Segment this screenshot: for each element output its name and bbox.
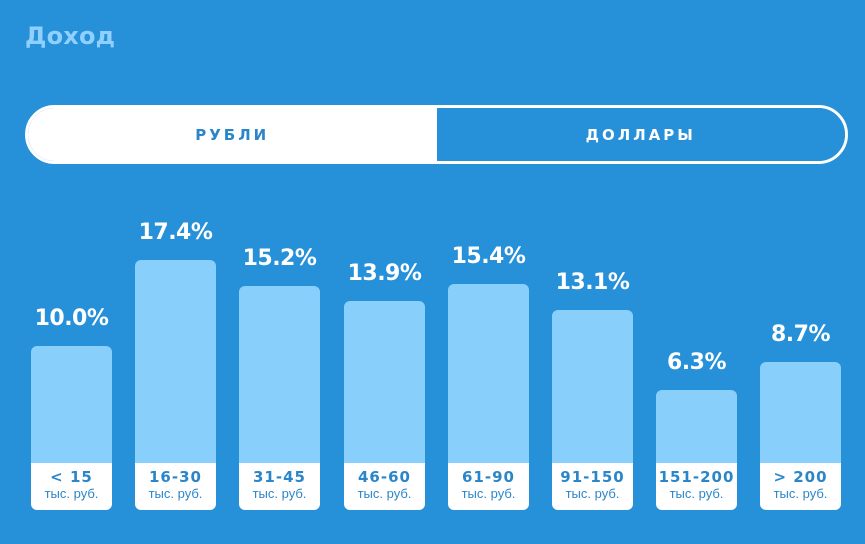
- category-label-3: 46-60 тыс. руб.: [344, 463, 425, 510]
- category-unit: тыс. руб.: [357, 486, 412, 501]
- category-label-0: < 15 тыс. руб.: [31, 463, 112, 510]
- category-unit: тыс. руб.: [565, 486, 620, 501]
- category-label-5: 91-150 тыс. руб.: [552, 463, 633, 510]
- category-unit: тыс. руб.: [669, 486, 724, 501]
- bar-2: [239, 286, 320, 463]
- category-label-6: 151-200 тыс. руб.: [656, 463, 737, 510]
- category-unit: тыс. руб.: [44, 486, 99, 501]
- value-label-5: 13.1%: [555, 270, 630, 295]
- category-label-1: 16-30 тыс. руб.: [135, 463, 216, 510]
- category-range: 46-60: [358, 468, 411, 486]
- currency-toggle: РУБЛИ ДОЛЛАРЫ: [25, 105, 848, 164]
- value-label-2: 15.2%: [242, 246, 317, 271]
- value-label-6: 6.3%: [666, 350, 727, 375]
- value-label-1: 17.4%: [138, 220, 213, 245]
- category-unit: тыс. руб.: [252, 486, 307, 501]
- category-unit: тыс. руб.: [148, 486, 203, 501]
- category-unit: тыс. руб.: [461, 486, 516, 501]
- bar-6: [656, 390, 737, 463]
- bar-5: [552, 310, 633, 463]
- category-range: 16-30: [149, 468, 202, 486]
- value-label-0: 10.0%: [34, 306, 109, 331]
- category-label-7: > 200 тыс. руб.: [760, 463, 841, 510]
- bar-0: [31, 346, 112, 463]
- category-range: 91-150: [560, 468, 625, 486]
- category-range: 61-90: [462, 468, 515, 486]
- category-unit: тыс. руб.: [773, 486, 828, 501]
- category-label-4: 61-90 тыс. руб.: [448, 463, 529, 510]
- category-range: < 15: [50, 468, 93, 486]
- toggle-dollars[interactable]: ДОЛЛАРЫ: [436, 108, 845, 161]
- bar-7: [760, 362, 841, 463]
- value-label-3: 13.9%: [347, 261, 422, 286]
- category-range: 151-200: [658, 468, 735, 486]
- value-label-7: 8.7%: [770, 322, 831, 347]
- page-title: Доход: [25, 22, 116, 50]
- bar-1: [135, 260, 216, 463]
- bar-3: [344, 301, 425, 463]
- toggle-rubles[interactable]: РУБЛИ: [28, 108, 437, 161]
- category-label-2: 31-45 тыс. руб.: [239, 463, 320, 510]
- category-range: > 200: [773, 468, 828, 486]
- category-range: 31-45: [253, 468, 306, 486]
- value-label-4: 15.4%: [451, 244, 526, 269]
- bar-4: [448, 284, 529, 463]
